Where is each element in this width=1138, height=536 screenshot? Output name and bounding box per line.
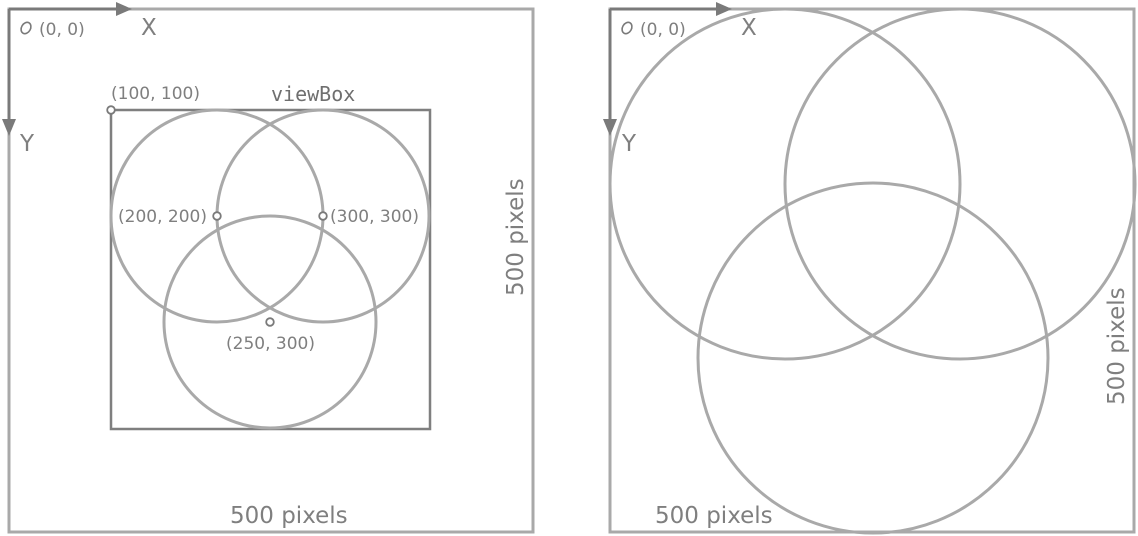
viewbox-label: viewBox <box>271 82 355 106</box>
point-300-300-label: (300, 300) <box>330 207 419 227</box>
right-x-axis-arrowhead <box>716 2 732 16</box>
right-origin-label: (0, 0) <box>640 20 686 40</box>
left-y-axis-label: Y <box>19 131 35 157</box>
left-panel: (0, 0) X Y viewBox (100, 100) (200, 200)… <box>2 2 535 534</box>
left-x-axis-label: X <box>141 15 157 41</box>
viewbox-rect <box>109 108 432 431</box>
left-circle-bottom <box>162 214 378 430</box>
right-y-axis-arrowhead <box>603 119 617 136</box>
left-height-label: 500 pixels <box>503 178 529 296</box>
right-origin-marker <box>621 21 633 35</box>
left-origin-marker <box>20 21 32 35</box>
right-x-axis-label: X <box>741 15 757 41</box>
point-250-300-label: (250, 300) <box>226 334 315 354</box>
viewbox-origin-point <box>106 105 116 115</box>
left-x-axis-arrowhead <box>116 2 132 16</box>
left-width-label: 500 pixels <box>230 503 348 529</box>
point-250-300 <box>265 317 275 327</box>
right-canvas-frame <box>608 7 1136 534</box>
point-200-200 <box>212 211 222 221</box>
right-height-label: 500 pixels <box>1104 287 1130 405</box>
point-300-300 <box>318 211 328 221</box>
right-y-axis-label: Y <box>621 131 637 157</box>
right-circle-top-right <box>783 7 1137 361</box>
right-circle-top-left <box>608 7 962 361</box>
left-canvas-frame <box>7 7 535 534</box>
point-200-200-label: (200, 200) <box>118 207 207 227</box>
left-y-axis-arrowhead <box>2 119 16 136</box>
left-origin-label: (0, 0) <box>39 20 85 40</box>
viewbox-origin-label: (100, 100) <box>111 84 200 104</box>
right-width-label: 500 pixels <box>655 503 773 529</box>
right-panel: (0, 0) X Y 500 pixels 500 pixels <box>603 2 1137 535</box>
right-circle-bottom <box>696 181 1050 535</box>
